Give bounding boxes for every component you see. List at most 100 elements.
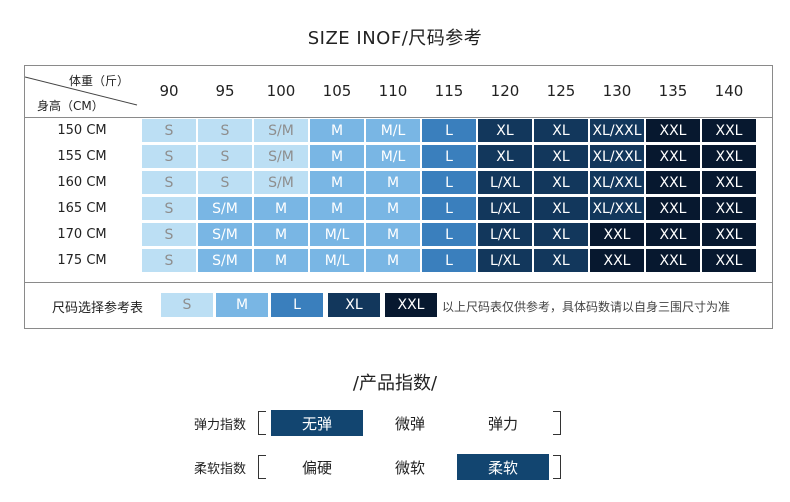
weight-axis-label: 体重（斤） — [69, 74, 130, 88]
weight-header: 125 — [546, 82, 576, 100]
size-cell: S — [142, 249, 196, 272]
size-cell: S/M — [254, 119, 308, 142]
height-label: 150 CM — [57, 123, 107, 138]
size-cell: XXL — [646, 223, 700, 246]
product-index-title: /产品指数/ — [352, 373, 438, 394]
size-cell: XL/XXL — [590, 197, 644, 220]
weight-header: 110 — [378, 82, 408, 100]
weight-header: 140 — [714, 82, 744, 100]
size-cell: M — [310, 145, 364, 168]
height-label: 155 CM — [57, 149, 107, 164]
elasticity-option: 微弹 — [394, 414, 425, 433]
size-cell: M — [254, 223, 308, 246]
size-cell: S — [142, 145, 196, 168]
softness-option: 柔软 — [457, 454, 549, 480]
bracket-right — [553, 455, 561, 479]
size-cell: XXL — [702, 145, 756, 168]
size-cell: M — [366, 223, 420, 246]
size-cell: L — [422, 197, 476, 220]
bracket-left — [258, 411, 266, 435]
softness-label: 柔软指数 — [194, 462, 247, 477]
size-cell: L/XL — [478, 223, 532, 246]
size-cell: XL/XXL — [590, 145, 644, 168]
height-label: 160 CM — [57, 175, 107, 190]
legend-label: 尺码选择参考表 — [52, 301, 144, 316]
size-cell: M — [310, 197, 364, 220]
elasticity-option: 弹力 — [487, 414, 518, 433]
size-table — [24, 65, 773, 329]
weight-header: 135 — [658, 82, 688, 100]
size-cell: L — [422, 119, 476, 142]
size-cell: S — [142, 223, 196, 246]
size-cell: S — [198, 171, 252, 194]
size-cell: M/L — [310, 249, 364, 272]
size-cell: S/M — [254, 171, 308, 194]
size-cell: XXL — [702, 223, 756, 246]
size-cell: XL — [534, 249, 588, 272]
height-label: 170 CM — [57, 227, 107, 242]
size-cell: XL — [534, 171, 588, 194]
size-cell: M/L — [366, 119, 420, 142]
size-cell: XL — [534, 197, 588, 220]
size-cell: L/XL — [478, 171, 532, 194]
size-cell: L — [422, 145, 476, 168]
size-cell: L — [422, 249, 476, 272]
size-cell: M — [254, 197, 308, 220]
diagonal-line — [25, 76, 138, 106]
weight-header: 105 — [322, 82, 352, 100]
size-cell: S — [142, 119, 196, 142]
weight-header: 100 — [266, 82, 296, 100]
size-cell: XXL — [702, 197, 756, 220]
size-cell: S/M — [254, 145, 308, 168]
size-cell: L — [422, 223, 476, 246]
height-label: 175 CM — [57, 253, 107, 268]
page-title: SIZE INOF/尺码参考 — [307, 28, 483, 49]
size-cell: M — [310, 171, 364, 194]
size-cell: S — [142, 197, 196, 220]
softness-option: 偏硬 — [301, 458, 332, 477]
bracket-left — [258, 455, 266, 479]
legend-swatch: XL — [328, 293, 380, 317]
size-cell: L — [422, 171, 476, 194]
size-cell: XXL — [702, 119, 756, 142]
size-cell: M — [366, 197, 420, 220]
legend-swatch: M — [216, 293, 268, 317]
size-cell: M — [254, 249, 308, 272]
size-cell: S — [142, 171, 196, 194]
size-cell: M/L — [366, 145, 420, 168]
height-axis-label: 身高（CM） — [37, 99, 104, 113]
size-cell: XXL — [590, 249, 644, 272]
size-cell: XXL — [646, 249, 700, 272]
size-cell: S — [198, 119, 252, 142]
bracket-right — [553, 411, 561, 435]
size-cell: XL — [534, 119, 588, 142]
size-cell: L/XL — [478, 249, 532, 272]
weight-header: 95 — [215, 82, 235, 100]
size-cell: XXL — [590, 223, 644, 246]
size-cell: S/M — [198, 223, 252, 246]
size-cell: XXL — [646, 119, 700, 142]
size-cell: M — [366, 249, 420, 272]
size-cell: XL/XXL — [590, 119, 644, 142]
weight-header: 90 — [159, 82, 179, 100]
size-cell: XL — [534, 223, 588, 246]
elasticity-option: 无弹 — [271, 410, 363, 436]
size-cell: S/M — [198, 197, 252, 220]
size-cell: XL — [534, 145, 588, 168]
size-cell: XXL — [646, 145, 700, 168]
weight-header: 115 — [434, 82, 464, 100]
size-cell: XXL — [702, 171, 756, 194]
corner-cell: 体重（斤） 身高（CM） — [25, 66, 140, 117]
height-label: 165 CM — [57, 201, 107, 216]
legend-swatch: S — [161, 293, 213, 317]
size-cell: S/M — [198, 249, 252, 272]
size-cell: XXL — [646, 197, 700, 220]
legend-swatch: L — [271, 293, 323, 317]
size-cell: M — [366, 171, 420, 194]
size-cell: XL/XXL — [590, 171, 644, 194]
size-cell: L/XL — [478, 197, 532, 220]
weight-header: 120 — [490, 82, 520, 100]
size-cell: XL — [478, 145, 532, 168]
size-cell: XXL — [646, 171, 700, 194]
legend-divider — [24, 282, 773, 283]
